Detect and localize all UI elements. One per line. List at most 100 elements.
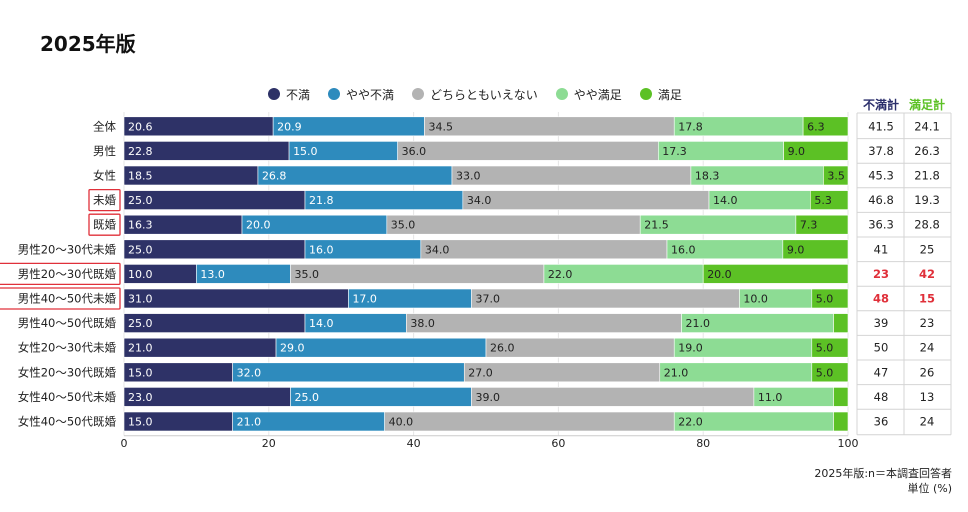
total-dissatisfied-value: 47 <box>874 365 889 379</box>
bar-value-label: 16.0 <box>671 243 696 256</box>
bar-value-label: 7.3 <box>800 219 818 232</box>
category-label: 既婚 <box>93 218 116 232</box>
bar-value-label: 9.0 <box>787 243 805 256</box>
category-label: 男性20～30代未婚 <box>18 242 117 256</box>
legend-label-somewhat-satisfied: やや満足 <box>573 87 622 102</box>
bar-segment <box>232 362 465 383</box>
bar-value-label: 25.0 <box>128 317 153 330</box>
total-satisfied-value: 21.8 <box>914 169 940 183</box>
bar-segment <box>406 313 682 333</box>
bar-segment <box>275 337 487 358</box>
totals-header-dissatisfied: 不満計 <box>862 98 899 112</box>
bar-value-label: 35.0 <box>295 268 320 281</box>
category-highlight-box <box>0 262 121 286</box>
bar-segment <box>386 214 641 235</box>
footnote: 2025年版:n＝本調査回答者 単位 (%) <box>814 466 952 496</box>
bar-value-label: 16.3 <box>128 219 153 232</box>
x-tick-label: 100 <box>838 437 859 450</box>
category-label: 全体 <box>93 119 116 133</box>
bar-value-label: 21.8 <box>309 194 334 207</box>
category-label: 女性20～30代未婚 <box>18 341 117 355</box>
bar-value-label: 10.0 <box>743 293 768 306</box>
legend-swatch-somewhat-dissatisfied <box>328 88 341 100</box>
bar-value-label: 15.0 <box>128 366 153 379</box>
bar-value-label: 20.0 <box>246 219 271 232</box>
category-label: 女性20～30代既婚 <box>18 365 117 379</box>
category-label: 女性40～50代未婚 <box>18 390 117 404</box>
category-highlight-box <box>88 213 121 236</box>
bar-value-label: 25.0 <box>295 391 320 404</box>
bar-value-label: 15.0 <box>293 145 318 158</box>
bar-segment <box>795 214 849 235</box>
footnote-unit-note: 単位 (%) <box>907 482 952 495</box>
bar-value-label: 18.3 <box>695 170 720 183</box>
legend-item-neutral: どちらともいえない <box>412 86 538 103</box>
bar-value-label: 26.0 <box>490 342 515 355</box>
bar-value-label: 33.0 <box>456 170 481 183</box>
legend-label-neutral: どちらともいえない <box>430 87 538 102</box>
bar-value-label: 39.0 <box>476 391 501 404</box>
bar-value-label: 25.0 <box>128 194 153 207</box>
bar-segment <box>424 116 675 137</box>
totals-header-satisfied: 満足計 <box>908 98 945 112</box>
category-highlight-box <box>88 188 121 212</box>
bar-value-label: 40.0 <box>389 416 414 429</box>
bar-value-label: 5.0 <box>816 366 834 379</box>
total-satisfied-value: 25 <box>920 242 935 256</box>
category-highlight-box <box>0 287 121 310</box>
bar-value-label: 3.5 <box>827 170 845 183</box>
bar-segment <box>802 116 849 137</box>
bar-value-label: 21.0 <box>664 366 689 379</box>
total-dissatisfied-value: 48 <box>874 390 889 404</box>
category-label: 女性40～50代既婚 <box>18 415 117 429</box>
bar-value-label: 38.0 <box>410 317 435 330</box>
bar-value-label: 20.6 <box>128 120 153 133</box>
bar-value-label: 17.0 <box>352 293 377 306</box>
bar-segment <box>471 288 740 309</box>
bar-segment <box>397 141 659 161</box>
bar-value-label: 25.0 <box>128 243 153 256</box>
legend-swatch-neutral <box>412 88 425 100</box>
bar-segment <box>257 165 453 186</box>
bar-value-label: 31.0 <box>128 293 153 306</box>
bar-value-label: 22.8 <box>128 145 153 158</box>
bar-value-label: 18.5 <box>128 170 153 183</box>
legend-label-dissatisfied: 不満 <box>286 87 311 102</box>
legend-swatch-satisfied <box>639 88 652 100</box>
total-dissatisfied-value: 41 <box>874 242 889 256</box>
bar-value-label: 29.0 <box>280 342 305 355</box>
legend-label-satisfied: 満足 <box>657 87 682 102</box>
total-dissatisfied-value: 50 <box>874 341 889 355</box>
bar-value-label: 15.0 <box>128 416 153 429</box>
bar-value-label: 5.3 <box>814 194 832 207</box>
legend: 不満 やや不満 どちらともいえない やや満足 満足 <box>268 86 700 102</box>
total-dissatisfied-value: 46.8 <box>868 193 894 207</box>
category-label: 女性 <box>93 169 116 183</box>
bar-segment <box>811 362 849 383</box>
bar-segment <box>823 165 849 186</box>
bar-value-label: 23.0 <box>128 391 153 404</box>
legend-item-somewhat-satisfied: やや満足 <box>555 86 622 103</box>
bar-value-label: 5.0 <box>816 293 834 306</box>
bar-value-label: 32.0 <box>237 366 262 379</box>
total-satisfied-value: 42 <box>919 267 935 281</box>
total-satisfied-value: 24 <box>920 415 935 429</box>
legend-item-somewhat-dissatisfied: やや不満 <box>328 86 394 103</box>
bar-value-label: 21.5 <box>644 219 669 232</box>
bar-segment <box>702 264 849 284</box>
x-tick-label: 60 <box>551 437 565 450</box>
bar-value-label: 34.0 <box>467 194 492 207</box>
bar-value-label: 21.0 <box>237 416 262 429</box>
bar-segment <box>290 264 545 284</box>
category-label: 未婚 <box>93 193 116 207</box>
bar-segment <box>123 288 349 309</box>
total-satisfied-value: 24 <box>920 341 935 355</box>
bar-value-label: 19.0 <box>678 342 703 355</box>
bar-value-label: 26.8 <box>262 170 287 183</box>
bar-value-label: 21.0 <box>128 342 153 355</box>
total-dissatisfied-value: 41.5 <box>868 119 894 133</box>
x-tick-label: 0 <box>121 437 128 450</box>
bar-segment <box>833 387 849 407</box>
bar-value-label: 10.0 <box>128 268 153 281</box>
bar-segment <box>420 239 668 260</box>
